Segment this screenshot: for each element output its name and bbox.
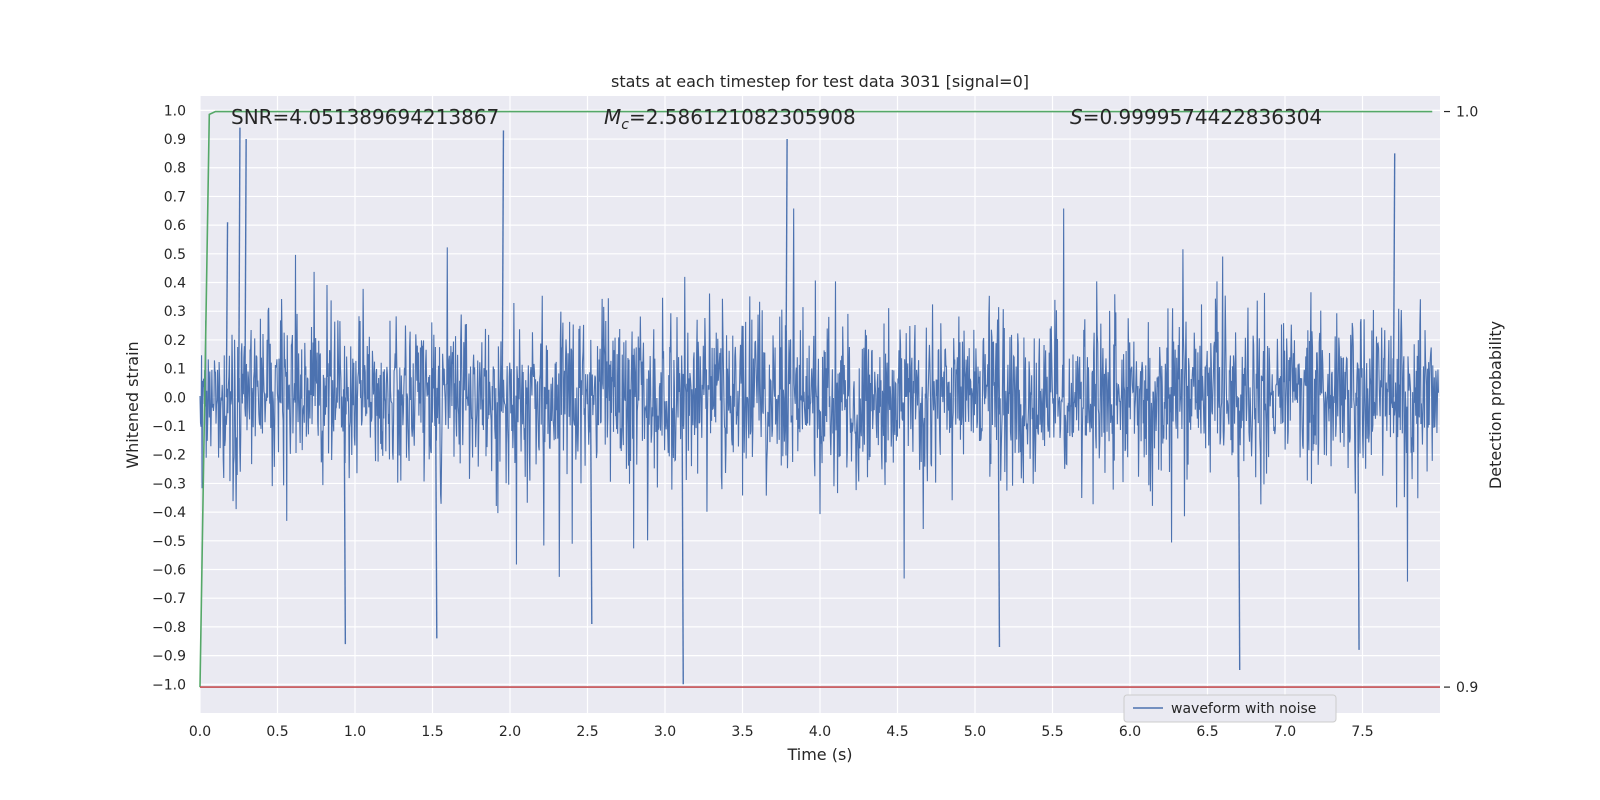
y-tick-label: −0.3 (152, 476, 186, 492)
y-tick-label: −0.5 (152, 534, 186, 550)
legend: waveform with noise (1123, 694, 1337, 723)
y-axis-label: Whitened strain (123, 341, 142, 468)
annotation-snr: SNR=4.051389694213867 (231, 105, 499, 129)
series-detection-probability (199, 110, 1433, 688)
y-tick-label: 0.8 (164, 161, 186, 177)
waveform-spike (589, 397, 593, 625)
detection-probability-line (199, 110, 1433, 688)
x-axis-ticks: 0.0 0.5 1.0 1.5 2.0 2.5 3.0 3.5 4.0 4.5 5.0 5.5 6.0 6… (189, 724, 1374, 740)
y-tick-label: 0.3 (164, 304, 186, 320)
y-tick-label: 0.2 (164, 333, 186, 349)
waveform-spike (1392, 153, 1396, 398)
annotation-mc-sub: c (621, 117, 629, 133)
y2-tick-label: 0.9 (1456, 680, 1478, 696)
waveform-spike (343, 397, 347, 645)
x-tick-label: 2.5 (576, 724, 598, 740)
x-tick-label: 1.5 (421, 724, 443, 740)
x-tick-label: 6.0 (1119, 724, 1141, 740)
annotation-mc: Mc=2.586121082305908 (604, 105, 856, 133)
annotation-mc-symbol: M (604, 105, 621, 129)
x-tick-label: 2.0 (499, 724, 521, 740)
waveform-spike (225, 222, 229, 398)
x-tick-label: 4.0 (809, 724, 831, 740)
y-tick-label: −0.6 (152, 563, 186, 579)
waveform-spike (681, 397, 684, 685)
x-tick-label: 7.0 (1274, 724, 1296, 740)
y2-axis-label: Detection probability (1486, 321, 1505, 489)
y-tick-label: −0.7 (152, 591, 186, 607)
chart-title: stats at each timestep for test data 303… (611, 72, 1029, 91)
y-tick-label: 0.1 (164, 362, 186, 378)
x-tick-label: 1.0 (344, 724, 366, 740)
legend-entry-waveform: waveform with noise (1171, 701, 1316, 717)
annotation-s: S=0.9999574422836304 (1070, 105, 1322, 129)
y-tick-label: 0.7 (164, 189, 186, 205)
x-tick-label: 0.5 (266, 724, 288, 740)
y-tick-label: 0.4 (164, 276, 186, 292)
y-tick-label: 1.0 (164, 103, 186, 119)
waveform-line (199, 208, 1439, 582)
annotation-s-value: =0.9999574422836304 (1083, 105, 1322, 129)
y-tick-label: −0.2 (152, 448, 186, 464)
x-tick-label: 4.5 (886, 724, 908, 740)
waveform-spike (244, 139, 247, 398)
y-tick-label: 0.6 (164, 218, 186, 234)
y2-tick-label: 1.0 (1456, 105, 1478, 121)
waveform-spike (1237, 397, 1241, 670)
x-tick-label: 3.0 (654, 724, 676, 740)
x-tick-label: 7.5 (1351, 724, 1373, 740)
annotation-mc-value: =2.586121082305908 (629, 105, 856, 129)
y-tick-label: 0.9 (164, 132, 186, 148)
y-tick-label: −0.4 (152, 505, 186, 521)
x-axis-label: Time (s) (786, 745, 852, 764)
annotation-s-symbol: S (1070, 105, 1083, 129)
waveform-spike (434, 397, 438, 639)
x-tick-label: 6.5 (1196, 724, 1218, 740)
x-tick-label: 3.5 (731, 724, 753, 740)
waveform-spike (238, 127, 241, 398)
y-tick-label: 0.5 (164, 247, 186, 263)
y2-axis-ticks: 1.0 0.9 (1444, 105, 1478, 696)
waveform-spike (997, 397, 1001, 647)
y-tick-label: −0.9 (152, 649, 186, 665)
waveform-spike (1357, 397, 1360, 650)
legend-box (1123, 694, 1337, 723)
y-tick-label: −1.0 (152, 677, 186, 693)
y-tick-label: −0.1 (152, 419, 186, 435)
waveform-spike (785, 139, 788, 398)
x-tick-label: 5.0 (964, 724, 986, 740)
y-axis-ticks: 1.0 0.9 0.8 0.7 0.6 0.5 0.4 0.3 0.2 0.1 0.0 −0.1 −0.… (152, 103, 186, 693)
x-tick-label: 5.5 (1041, 724, 1063, 740)
y-tick-label: −0.8 (152, 620, 186, 636)
x-tick-label: 0.0 (189, 724, 211, 740)
series-waveform-with-noise (199, 127, 1439, 685)
y-tick-label: 0.0 (164, 390, 186, 406)
waveform-spike (501, 130, 505, 398)
